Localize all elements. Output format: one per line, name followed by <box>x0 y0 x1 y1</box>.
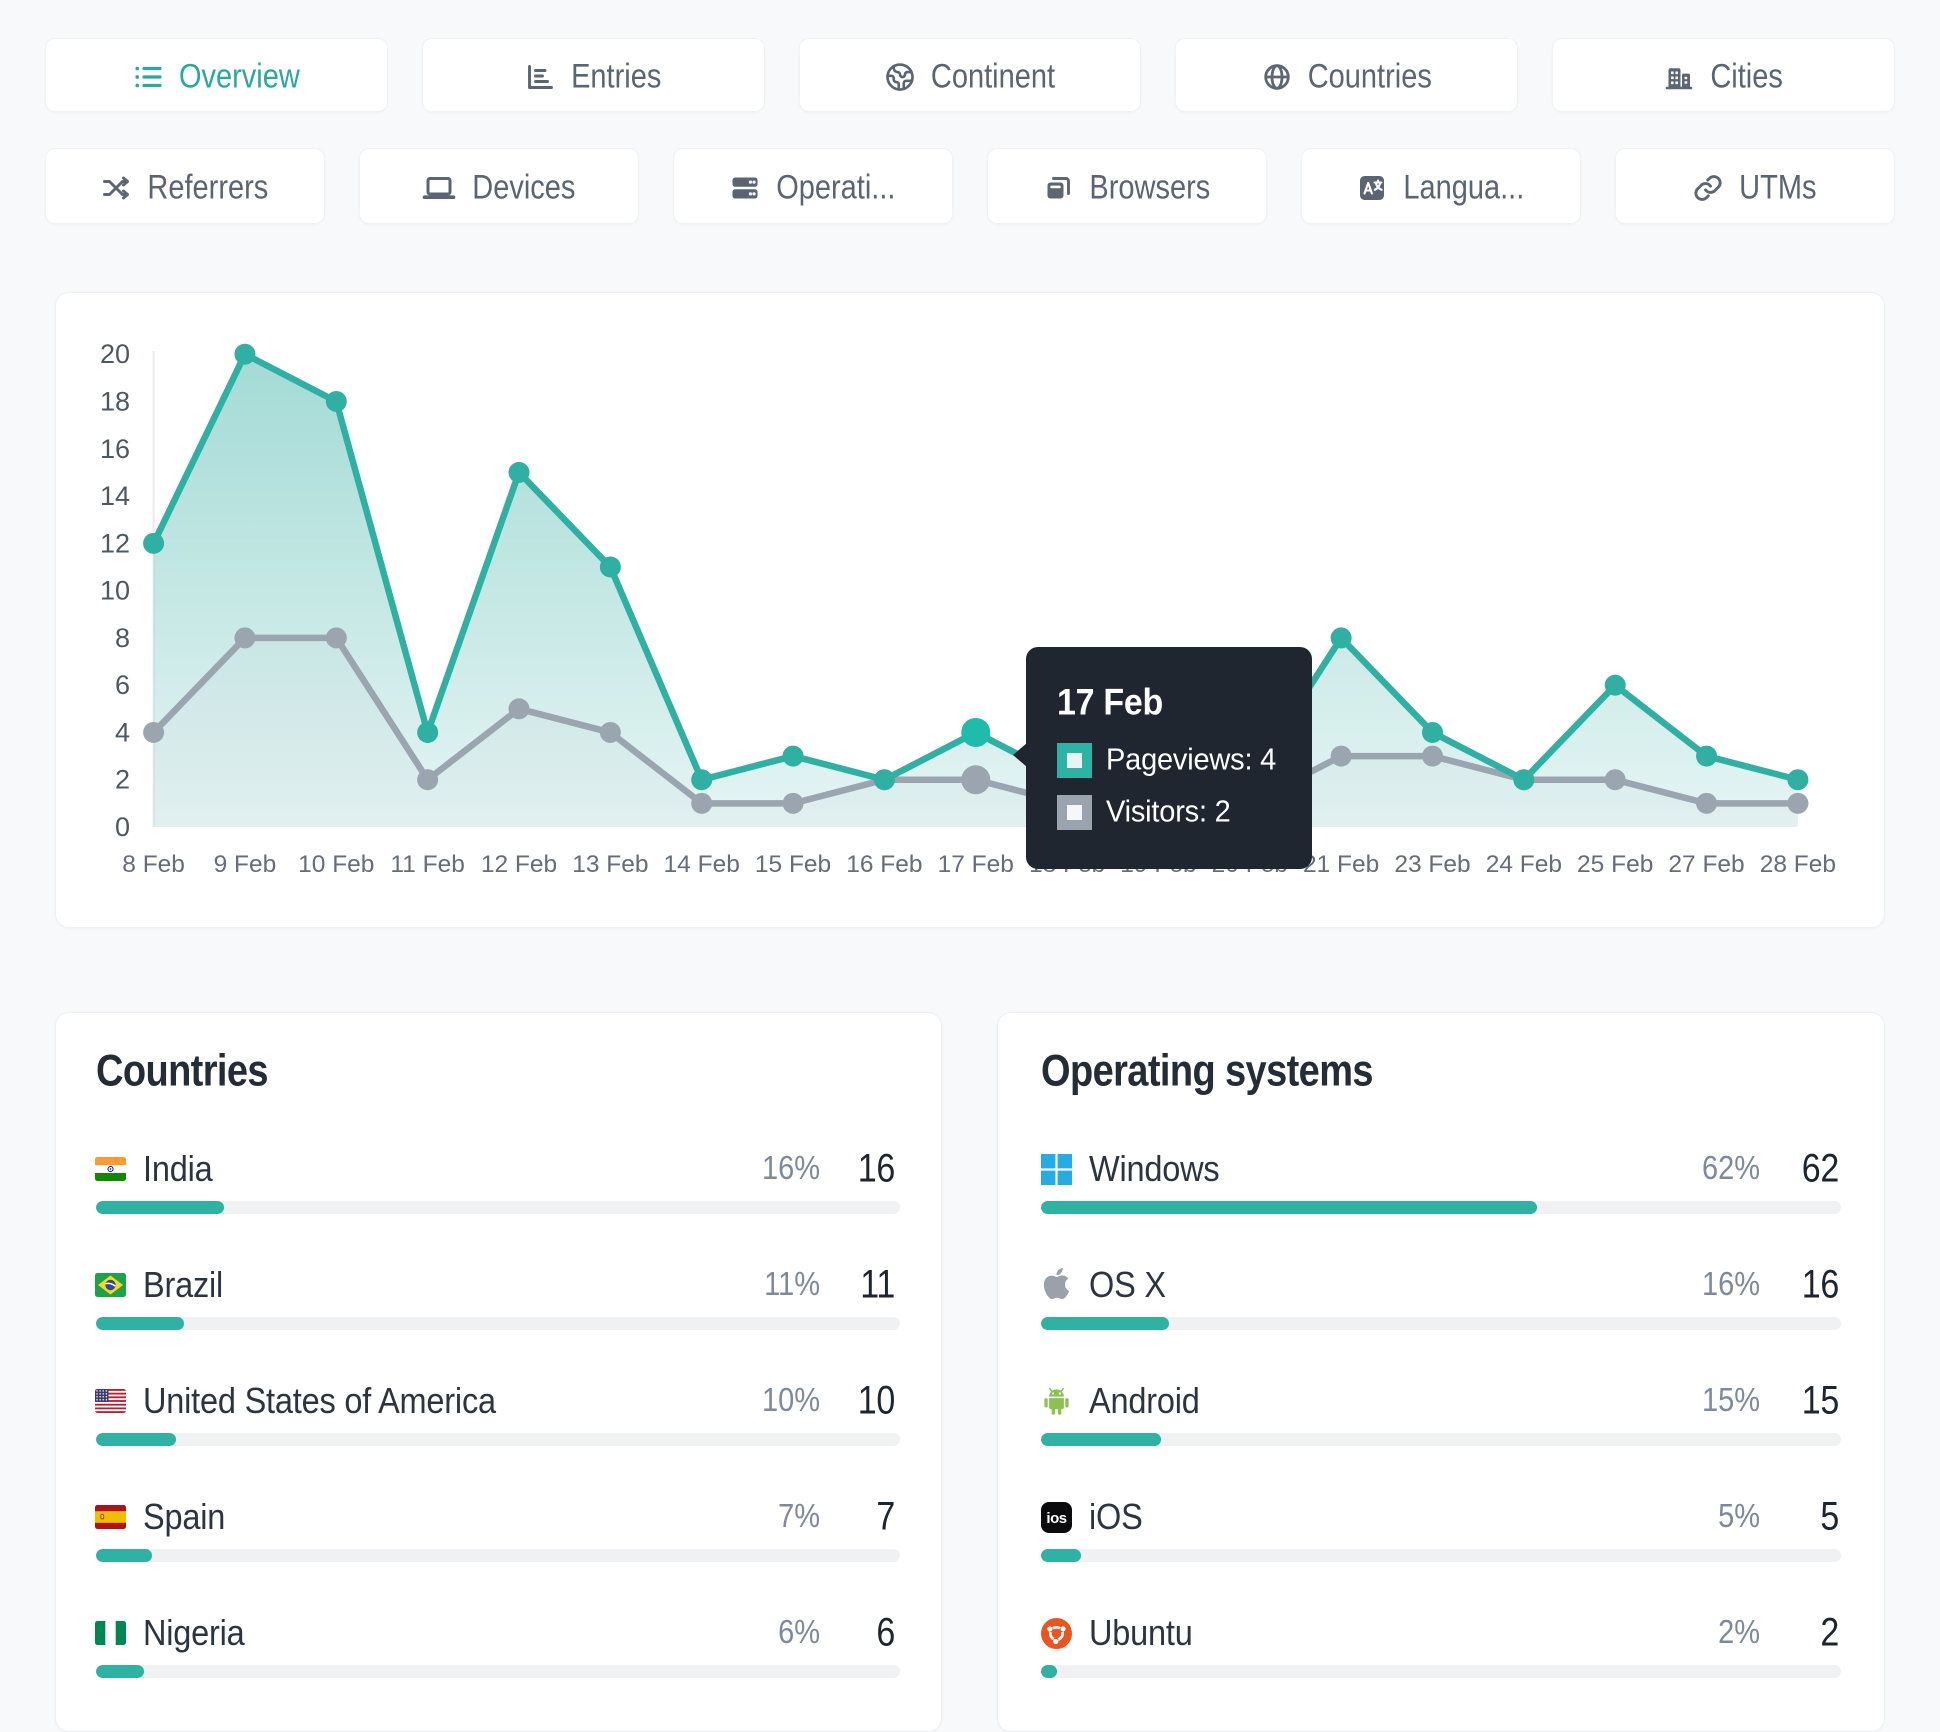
svg-text:11 Feb: 11 Feb <box>390 851 464 878</box>
svg-text:10: 10 <box>100 576 130 606</box>
svg-text:27 Feb: 27 Feb <box>1668 851 1744 878</box>
svg-text:2: 2 <box>115 765 130 795</box>
svg-text:8 Feb: 8 Feb <box>122 851 185 878</box>
svg-text:ios: ios <box>1046 1510 1066 1527</box>
svg-text:16: 16 <box>100 434 130 464</box>
svg-text:17 Feb: 17 Feb <box>938 851 1014 878</box>
svg-text:18: 18 <box>100 386 130 416</box>
svg-text:9 Feb: 9 Feb <box>214 851 277 878</box>
svg-text:14: 14 <box>100 481 130 511</box>
svg-text:28 Feb: 28 Feb <box>1760 851 1836 878</box>
svg-text:14 Feb: 14 Feb <box>664 851 740 878</box>
svg-text:0: 0 <box>115 812 130 842</box>
svg-text:20: 20 <box>100 339 130 369</box>
svg-text:15 Feb: 15 Feb <box>755 851 831 878</box>
svg-text:8: 8 <box>115 623 130 653</box>
svg-text:13 Feb: 13 Feb <box>572 851 648 878</box>
svg-text:21 Feb: 21 Feb <box>1303 851 1379 878</box>
svg-text:24 Feb: 24 Feb <box>1486 851 1562 878</box>
svg-text:23 Feb: 23 Feb <box>1394 851 1470 878</box>
svg-text:10 Feb: 10 Feb <box>298 851 374 878</box>
svg-text:12 Feb: 12 Feb <box>481 851 557 878</box>
svg-text:25 Feb: 25 Feb <box>1577 851 1653 878</box>
svg-text:6: 6 <box>115 670 130 700</box>
svg-text:16 Feb: 16 Feb <box>846 851 922 878</box>
svg-text:12: 12 <box>100 528 130 558</box>
svg-text:4: 4 <box>115 717 130 747</box>
